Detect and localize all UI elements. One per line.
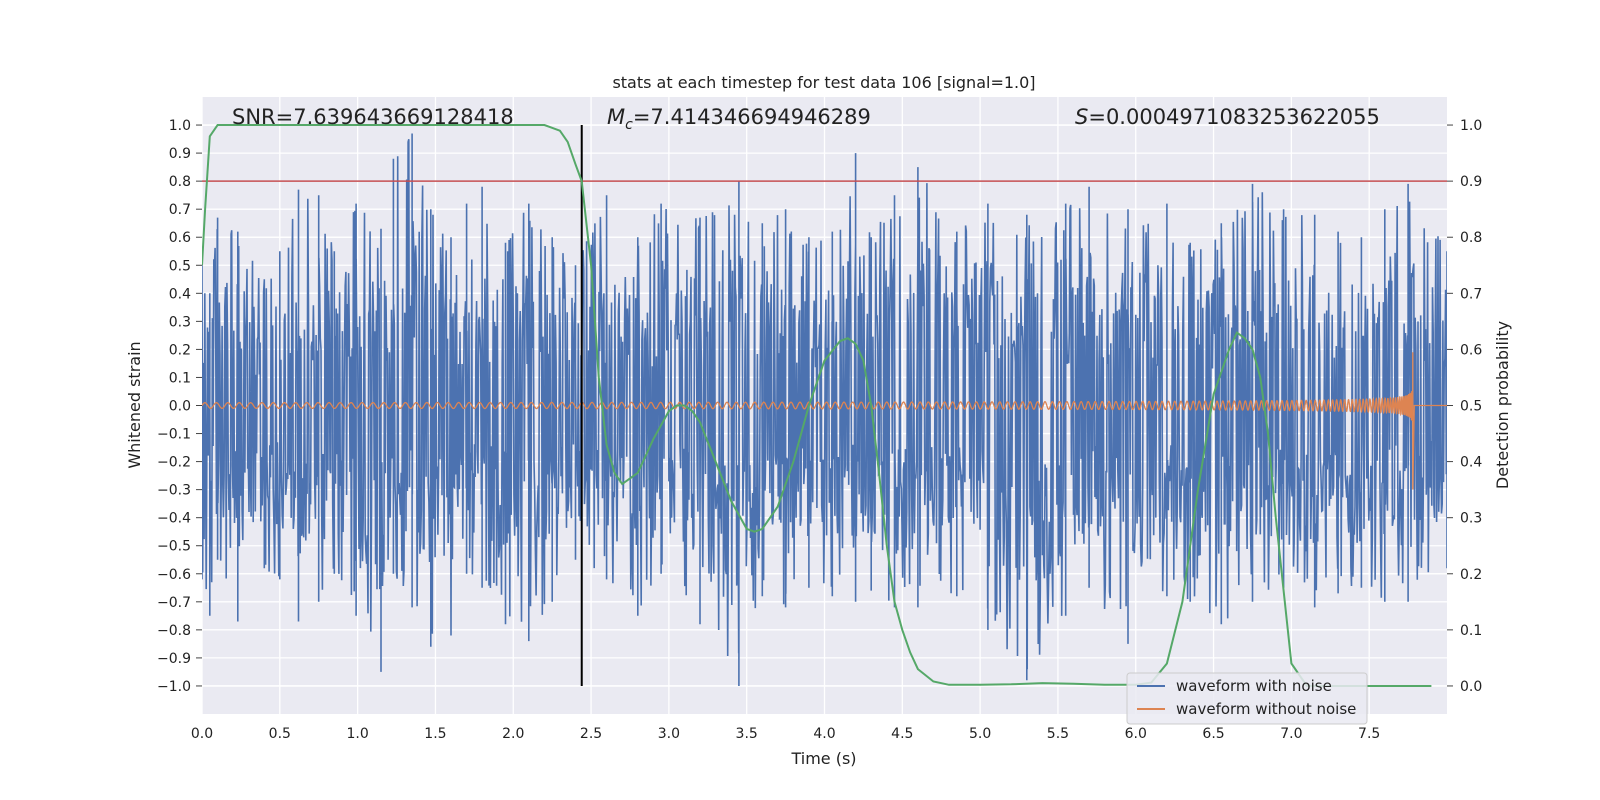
x-tick-label: 4.0 <box>813 726 835 742</box>
snr-annotation: SNR=7.639643669128418 <box>232 105 514 129</box>
y-tick-label: −0.2 <box>157 455 191 471</box>
y-right-tick-label: 0.9 <box>1460 174 1482 190</box>
y-tick-label: 0.8 <box>169 174 191 190</box>
chirp-mass-subscript: c <box>625 117 633 133</box>
y-right-tick-label: 0.3 <box>1460 511 1482 527</box>
y-tick-label: 0.6 <box>169 230 191 246</box>
y-tick-label: −0.4 <box>157 511 191 527</box>
y-tick-label: −0.7 <box>157 595 191 611</box>
y-tick-label: −0.8 <box>157 623 191 639</box>
x-tick-label: 0.5 <box>269 726 291 742</box>
y-tick-label: −1.0 <box>157 679 191 695</box>
y-right-tick-label: 0.4 <box>1460 455 1482 471</box>
x-tick-label: 0.0 <box>191 726 213 742</box>
y-tick-label: −0.3 <box>157 483 191 499</box>
x-tick-label: 3.0 <box>658 726 680 742</box>
s-statistic-symbol: S <box>1075 105 1088 129</box>
legend-box <box>1126 672 1368 725</box>
x-axis-label: Time (s) <box>790 749 856 768</box>
axis-ticks: 0.0 0.5 1.0 1.5 2.0 2.5 3.0 3.5 4.0 4.5 5.0 5.5 6.0 6… <box>157 118 1482 742</box>
y-right-tick-label: 1.0 <box>1460 118 1482 134</box>
y-tick-label: 0.0 <box>169 399 191 415</box>
y-right-tick-label: 0.7 <box>1460 286 1482 302</box>
detection-probability-line <box>202 124 1432 687</box>
y-tick-label: 0.1 <box>169 370 191 386</box>
y-right-tick-label: 0.8 <box>1460 230 1482 246</box>
y-tick-label: 0.4 <box>169 286 191 302</box>
legend-label-waveform-with-noise: waveform with noise <box>1176 677 1332 695</box>
y-tick-label: 0.9 <box>169 146 191 162</box>
y-tick-label: −0.6 <box>157 567 191 583</box>
y-right-tick-label: 0.2 <box>1460 567 1482 583</box>
y-tick-label: −0.5 <box>157 539 191 555</box>
x-tick-label: 5.5 <box>1047 726 1069 742</box>
y-right-tick-label: 0.0 <box>1460 679 1482 695</box>
x-tick-label: 2.5 <box>580 726 602 742</box>
x-tick-label: 3.5 <box>736 726 758 742</box>
s-statistic-value: =0.0004971083253622055 <box>1088 105 1380 129</box>
x-tick-label: 4.5 <box>891 726 913 742</box>
x-tick-label: 1.5 <box>424 726 446 742</box>
y-right-tick-label: 0.1 <box>1460 623 1482 639</box>
y-right-tick-label: 0.5 <box>1460 399 1482 415</box>
x-tick-label: 7.5 <box>1358 726 1380 742</box>
y-tick-label: 0.5 <box>169 258 191 274</box>
y-right-tick-label: 0.6 <box>1460 342 1482 358</box>
y-tick-label: 1.0 <box>169 118 191 134</box>
x-tick-label: 7.0 <box>1280 726 1302 742</box>
y-axis-right-label: Detection probability <box>1493 321 1512 489</box>
chirp-mass-symbol: M <box>607 105 625 129</box>
legend-label-waveform-without-noise: waveform without noise <box>1176 700 1356 718</box>
chirp-mass-value: =7.414346694946289 <box>633 105 871 129</box>
y-tick-label: 0.2 <box>169 342 191 358</box>
x-tick-label: 1.0 <box>346 726 368 742</box>
x-tick-label: 5.0 <box>969 726 991 742</box>
chart-title: stats at each timestep for test data 106… <box>612 73 1035 92</box>
legend: waveform with noise waveform without noi… <box>1126 672 1368 725</box>
y-tick-label: −0.9 <box>157 651 191 667</box>
s-statistic-annotation: S=0.0004971083253622055 <box>1075 105 1380 129</box>
y-tick-label: 0.7 <box>169 202 191 218</box>
x-tick-label: 6.5 <box>1202 726 1224 742</box>
x-tick-label: 2.0 <box>502 726 524 742</box>
chirp-mass-annotation: Mc=7.414346694946289 <box>607 105 871 133</box>
y-tick-label: −0.1 <box>157 427 191 443</box>
x-tick-label: 6.0 <box>1125 726 1147 742</box>
y-tick-label: 0.3 <box>169 314 191 330</box>
y-axis-label: Whitened strain <box>125 341 144 468</box>
